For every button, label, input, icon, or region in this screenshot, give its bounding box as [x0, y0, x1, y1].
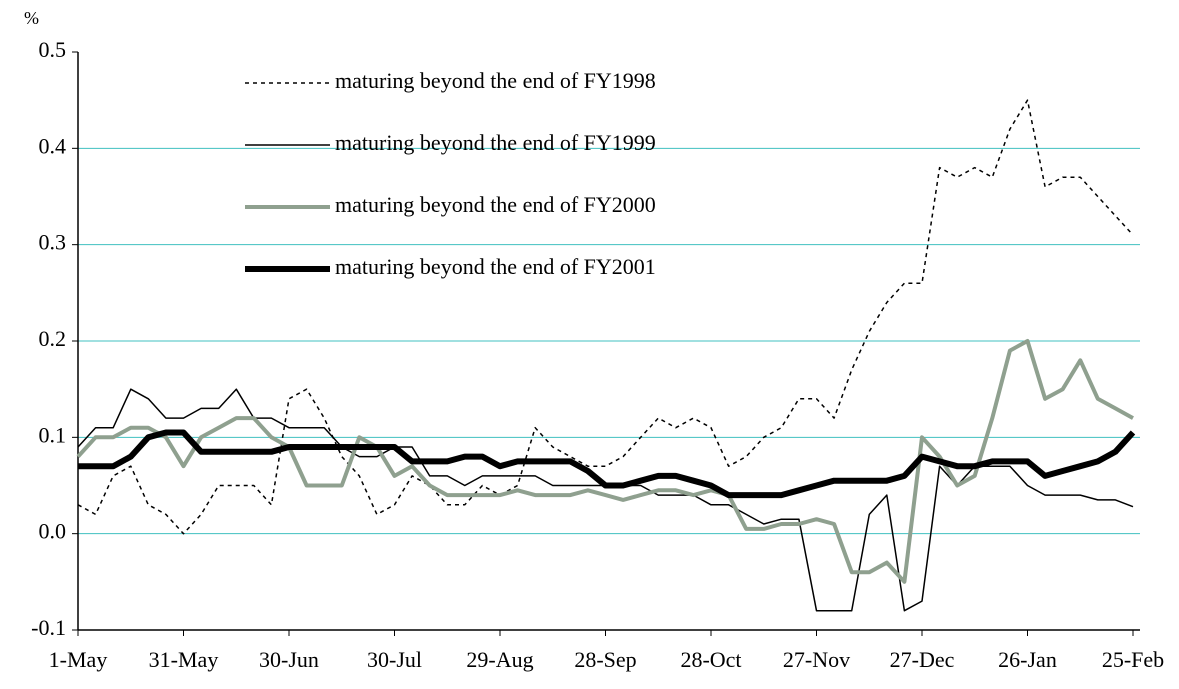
y-axis-label: % — [24, 8, 39, 28]
y-tick-label: 0.1 — [39, 422, 67, 447]
series-line — [77, 99, 1134, 535]
y-tick-label: -0.1 — [31, 615, 66, 640]
series-line — [76, 339, 1134, 584]
x-tick-label: 31-May — [149, 647, 219, 672]
legend-label: maturing beyond the end of FY2001 — [335, 254, 656, 279]
y-tick-label: 0.2 — [39, 326, 67, 351]
y-tick-label: 0.4 — [39, 133, 67, 158]
x-tick-label: 27-Nov — [783, 647, 850, 672]
x-tick-label: 28-Sep — [574, 647, 636, 672]
legend-label: maturing beyond the end of FY1999 — [335, 130, 656, 155]
x-tick-label: 28-Oct — [680, 647, 741, 672]
legend-label: maturing beyond the end of FY2000 — [335, 192, 656, 217]
x-tick-label: 29-Aug — [466, 647, 533, 672]
series-line — [77, 388, 1134, 612]
x-tick-label: 27-Dec — [890, 647, 955, 672]
legend-label: maturing beyond the end of FY1998 — [335, 68, 656, 93]
x-tick-label: 26-Jan — [998, 647, 1057, 672]
y-tick-label: 0.0 — [39, 519, 67, 544]
y-tick-label: 0.3 — [39, 230, 67, 255]
x-tick-label: 30-Jun — [259, 647, 319, 672]
x-tick-label: 1-May — [49, 647, 108, 672]
x-tick-label: 25-Feb — [1102, 647, 1164, 672]
series-line — [78, 429, 1136, 499]
x-tick-label: 30-Jul — [367, 647, 422, 672]
y-tick-label: 0.5 — [39, 37, 67, 62]
